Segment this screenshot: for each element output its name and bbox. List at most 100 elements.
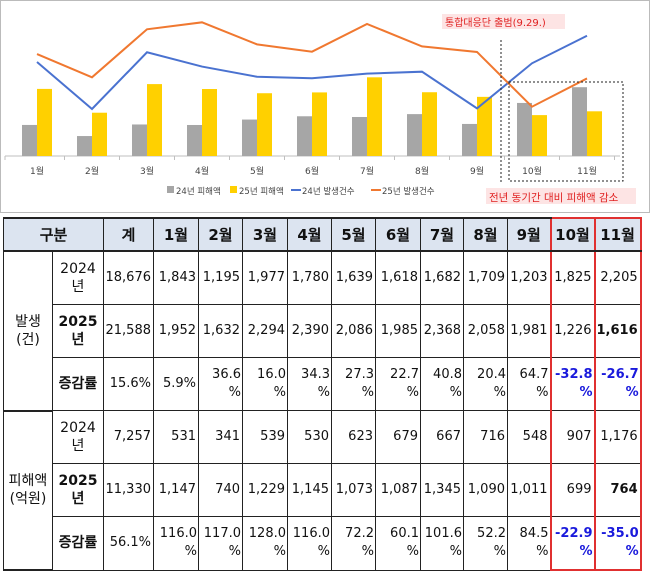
x-tick-label: 2월 xyxy=(85,165,99,177)
bar-25-damage xyxy=(587,111,602,156)
table-cell: 1,195 xyxy=(198,250,243,305)
table-cell: 11,330 xyxy=(103,463,154,517)
table-cell: 1,952 xyxy=(153,304,199,358)
x-tick-label: 7월 xyxy=(360,165,374,177)
table-cell: 548 xyxy=(507,410,551,464)
table-cell: 2,058 xyxy=(463,304,508,358)
x-tick-label: 9월 xyxy=(470,165,484,177)
bar-24-damage xyxy=(352,116,367,156)
table-cell: 116.0% xyxy=(287,516,332,571)
bar-25-damage xyxy=(37,88,52,156)
table-cell: 128.0% xyxy=(242,516,288,571)
table-cell: 1,345 xyxy=(420,463,464,517)
table-cell: 2,294 xyxy=(242,304,288,358)
table-cell: 716 xyxy=(463,410,508,464)
table-row: 피해액 (억원) 2024 년 7,257 531 341 539 530 623 679 667 71… xyxy=(3,410,642,571)
table-cell: 1,709 xyxy=(463,250,508,305)
row-label: 2024 년 xyxy=(52,410,104,464)
table-row: 발생 (건) 2024 년 18,676 1,843 1,195 1,977 1,780 1,63… xyxy=(3,250,642,412)
table-cell: 1,977 xyxy=(242,250,288,305)
statistics-table: 구분 계 1월 2월 3월 4월 5월 6월 7월 8월 9월 10월 11월 발생 (건) 2024 년 18… xyxy=(3,217,642,571)
annotation-bg xyxy=(486,188,636,204)
table-cell: 539 xyxy=(242,410,288,464)
table-cell: 72.2% xyxy=(331,516,376,571)
column-header: 3월 xyxy=(242,217,288,252)
table-cell: 1,011 xyxy=(507,463,551,517)
table-cell: 1,073 xyxy=(331,463,376,517)
table-cell: 679 xyxy=(375,410,421,464)
group-label: 피해액 (억원) xyxy=(3,410,53,571)
column-header: 계 xyxy=(103,217,154,252)
table-cell: 699 xyxy=(549,463,596,517)
bar-25-damage xyxy=(367,77,382,156)
bar-25-damage xyxy=(477,96,492,156)
table-cell: 1,682 xyxy=(420,250,464,305)
column-header: 2월 xyxy=(198,217,243,252)
x-tick-label: 1월 xyxy=(30,165,44,177)
table-cell: 907 xyxy=(549,410,596,464)
table-cell: 27.3% xyxy=(331,357,376,411)
line-25-cases xyxy=(36,21,588,108)
column-header: 1월 xyxy=(153,217,199,252)
x-tick-label: 11월 xyxy=(577,165,597,177)
table-cell: 2,390 xyxy=(287,304,332,358)
row-label: 증감률 xyxy=(52,516,104,571)
table-cell: -22.9% xyxy=(549,516,596,571)
column-header: 9월 xyxy=(507,217,551,252)
line-24-cases xyxy=(36,34,588,111)
table-cell: 1,985 xyxy=(375,304,421,358)
table-row: 2025 년 11,330 1,147 740 1,229 1,145 1,073 1,087 1… xyxy=(4,463,642,517)
column-header: 5월 xyxy=(331,217,376,252)
table-cell: 1,229 xyxy=(242,463,288,517)
bar-24-damage xyxy=(517,102,532,156)
table-cell: 1,639 xyxy=(331,250,376,305)
table-cell: 740 xyxy=(198,463,243,517)
group-label: 발생 (건) xyxy=(3,250,53,412)
table-cell: 1,176 xyxy=(593,410,642,464)
table-cell: 101.6% xyxy=(420,516,464,571)
table-cell: 60.1% xyxy=(375,516,421,571)
table-cell: 40.8% xyxy=(420,357,464,411)
table-cell: 52.2% xyxy=(463,516,508,571)
column-header: 8월 xyxy=(463,217,508,252)
table-cell: 623 xyxy=(331,410,376,464)
bar-24-damage xyxy=(187,124,202,156)
table-cell: 1,203 xyxy=(507,250,551,305)
table-cell: 7,257 xyxy=(103,410,154,464)
table-header-row: 구분 계 1월 2월 3월 4월 5월 6월 7월 8월 9월 10월 11월 xyxy=(3,217,642,252)
table-cell: 667 xyxy=(420,410,464,464)
legend-label: 24년 피해액 xyxy=(176,186,221,197)
row-label: 증감률 xyxy=(52,357,104,411)
annotation-bg xyxy=(442,14,565,29)
table-cell: 56.1% xyxy=(103,516,154,571)
row-label: 2025 년 xyxy=(52,304,104,358)
table-cell: 15.6% xyxy=(103,357,154,411)
column-header: 10월 xyxy=(549,217,596,252)
x-tick-label: 4월 xyxy=(195,165,209,177)
table-cell: 341 xyxy=(198,410,243,464)
table-cell: 764 xyxy=(593,463,642,517)
table-row: 증감률 56.1% 116.0% 117.0% 128.0% 116.0% 72.2% 60.… xyxy=(4,516,642,571)
column-header: 4월 xyxy=(287,217,332,252)
bar-24-damage xyxy=(242,119,257,156)
legend-label: 24년 발생건수 xyxy=(302,186,355,197)
bar-24-damage xyxy=(407,114,422,156)
table-cell: -35.0% xyxy=(593,516,642,571)
table-cell: 20.4% xyxy=(463,357,508,411)
bar-25-damage xyxy=(312,92,327,156)
annotation-decrease: 전년 동기간 대비 피해액 감소 xyxy=(489,191,619,204)
highlight-box xyxy=(508,81,624,182)
row-label: 2025 년 xyxy=(52,463,104,517)
table-cell: 1,632 xyxy=(198,304,243,358)
bar-24-damage xyxy=(572,87,587,156)
legend-swatch xyxy=(230,186,237,193)
table-cell: 1,618 xyxy=(375,250,421,305)
bar-24-damage xyxy=(77,136,92,156)
legend-label: 25년 피해액 xyxy=(239,186,284,197)
table-cell: 1,825 xyxy=(549,250,596,305)
table-cell: -32.8% xyxy=(549,357,596,411)
annotation-launch: 통합대응단 출범(9.29.) xyxy=(445,17,546,29)
table-cell: -26.7% xyxy=(593,357,642,411)
bar-25-damage xyxy=(532,115,547,156)
